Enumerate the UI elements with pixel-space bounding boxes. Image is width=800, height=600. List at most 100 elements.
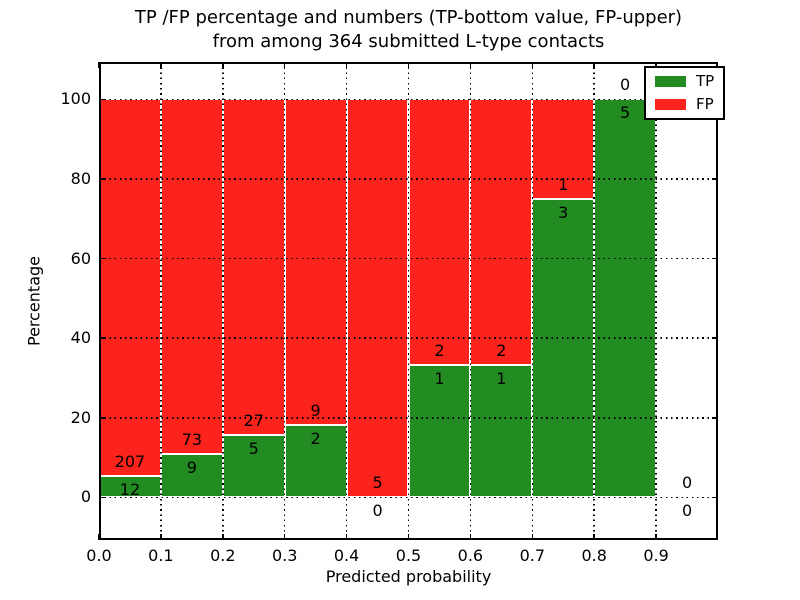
x-tick-mark: [655, 534, 657, 540]
v-gridline: [222, 62, 224, 540]
x-tick-label: 0.6: [457, 546, 484, 565]
y-tick-mark: [99, 496, 105, 499]
x-tick-mark: [345, 534, 348, 540]
y-tick-label: 100: [60, 89, 91, 109]
chart-title-line1: TP /FP percentage and numbers (TP-bottom…: [134, 7, 683, 28]
x-tick-mark-top: [469, 62, 472, 68]
v-gridline: [407, 62, 410, 540]
x-tick-label: 0.2: [210, 546, 236, 565]
tp-bar: [532, 198, 595, 498]
x-tick-mark: [160, 534, 162, 540]
x-tick-mark: [593, 534, 595, 540]
v-gridline: [593, 62, 595, 540]
tp-count-label: 0: [681, 501, 693, 521]
fp-swatch-icon: [655, 99, 686, 110]
x-tick-mark: [283, 534, 286, 540]
v-gridline: [531, 62, 534, 540]
legend-item-tp: TP: [655, 74, 714, 89]
fp-bar: [160, 99, 223, 454]
left-spine: [99, 62, 101, 540]
fp-count-label: 207: [114, 451, 146, 471]
fp-bar: [222, 99, 285, 436]
fp-count-label: 0: [681, 473, 693, 493]
fp-count-label: 5: [372, 473, 383, 493]
chart-title: TP /FP percentage and numbers (TP-bottom…: [99, 6, 718, 54]
v-gridline: [283, 62, 286, 540]
tp-legend-label: TP: [696, 72, 715, 90]
y-tick-label: 60: [70, 248, 91, 268]
y-tick-mark: [99, 337, 105, 339]
tp-count-label: 9: [186, 457, 197, 477]
y-tick-label: 40: [70, 328, 91, 348]
x-tick-label: 0.5: [395, 546, 422, 565]
y-tick-label: 0: [80, 487, 91, 507]
x-tick-mark-top: [531, 62, 534, 68]
tp-count-label: 2: [310, 428, 321, 448]
tp-count-label: 1: [434, 368, 445, 388]
legend: TP FP: [644, 66, 726, 120]
x-tick-label: 0.0: [86, 546, 112, 565]
x-tick-mark-top: [98, 62, 100, 68]
x-tick-mark: [407, 534, 410, 540]
y-tick-mark: [99, 417, 105, 419]
fp-bar: [284, 99, 347, 426]
fp-bar: [470, 99, 533, 365]
fp-bar: [99, 99, 161, 476]
x-tick-label: 0.8: [581, 546, 607, 565]
tp-bar: [594, 99, 657, 498]
y-tick-mark: [99, 98, 105, 101]
x-tick-mark-top: [222, 62, 224, 68]
chart-title-line2: from among 364 submitted L-type contacts: [212, 31, 605, 52]
v-gridline: [160, 62, 162, 540]
tp-count-label: 5: [248, 439, 259, 459]
y-tick-mark-right: [712, 417, 718, 419]
y-tick-label: 80: [70, 169, 91, 188]
v-gridline: [469, 62, 472, 540]
fp-count-label: 2: [496, 340, 507, 360]
tp-bar: [470, 364, 533, 498]
tp-count-label: 5: [620, 103, 631, 123]
x-tick-mark: [222, 534, 224, 540]
x-tick-mark-top: [407, 62, 410, 68]
y-tick-mark-right: [712, 257, 718, 260]
tp-swatch-icon: [655, 76, 686, 87]
x-tick-mark: [531, 534, 534, 540]
y-tick-mark-right: [712, 496, 718, 499]
y-tick-mark-right: [712, 337, 718, 339]
tp-count-label: 1: [496, 368, 507, 388]
fp-count-label: 27: [243, 411, 264, 431]
x-tick-label: 0.3: [271, 546, 298, 565]
x-tick-mark-top: [655, 62, 657, 68]
x-tick-label: 0.4: [333, 546, 360, 565]
tp-count-label: 12: [119, 479, 141, 499]
x-axis-label: Predicted probability: [325, 567, 492, 586]
x-tick-label: 0.1: [148, 546, 174, 565]
x-tick-label: 0.9: [643, 546, 669, 565]
right-spine: [716, 62, 718, 540]
fp-count-label: 2: [434, 340, 445, 360]
x-tick-mark: [98, 534, 100, 540]
v-gridline: [655, 62, 657, 540]
plot-area: 207 12 73 9 27 5 9 2 5 0 2 1 2 1 1 3 0 5 0 0 0.0 0.1 0.2 0.3 0.4…: [60, 62, 718, 565]
fp-count-label: 1: [558, 174, 569, 194]
legend-item-fp: FP: [655, 97, 714, 112]
y-tick-mark: [99, 178, 105, 180]
x-tick-mark-top: [593, 62, 595, 68]
tp-count-label: 0: [372, 501, 383, 521]
tp-count-label: 3: [558, 202, 569, 222]
x-tick-mark: [469, 534, 472, 540]
fp-bar: [408, 99, 471, 365]
x-tick-mark-top: [160, 62, 162, 68]
fp-bar: [346, 99, 409, 498]
fp-count-label: 9: [310, 401, 321, 421]
fp-legend-label: FP: [696, 95, 714, 113]
y-tick-label: 20: [70, 407, 91, 427]
y-tick-mark: [99, 257, 105, 260]
x-tick-mark-top: [283, 62, 286, 68]
fp-count-label: 0: [620, 75, 631, 95]
v-gridline: [345, 62, 348, 540]
x-tick-label: 0.7: [519, 546, 546, 565]
y-tick-mark-right: [712, 178, 718, 180]
fp-count-label: 73: [181, 429, 203, 449]
